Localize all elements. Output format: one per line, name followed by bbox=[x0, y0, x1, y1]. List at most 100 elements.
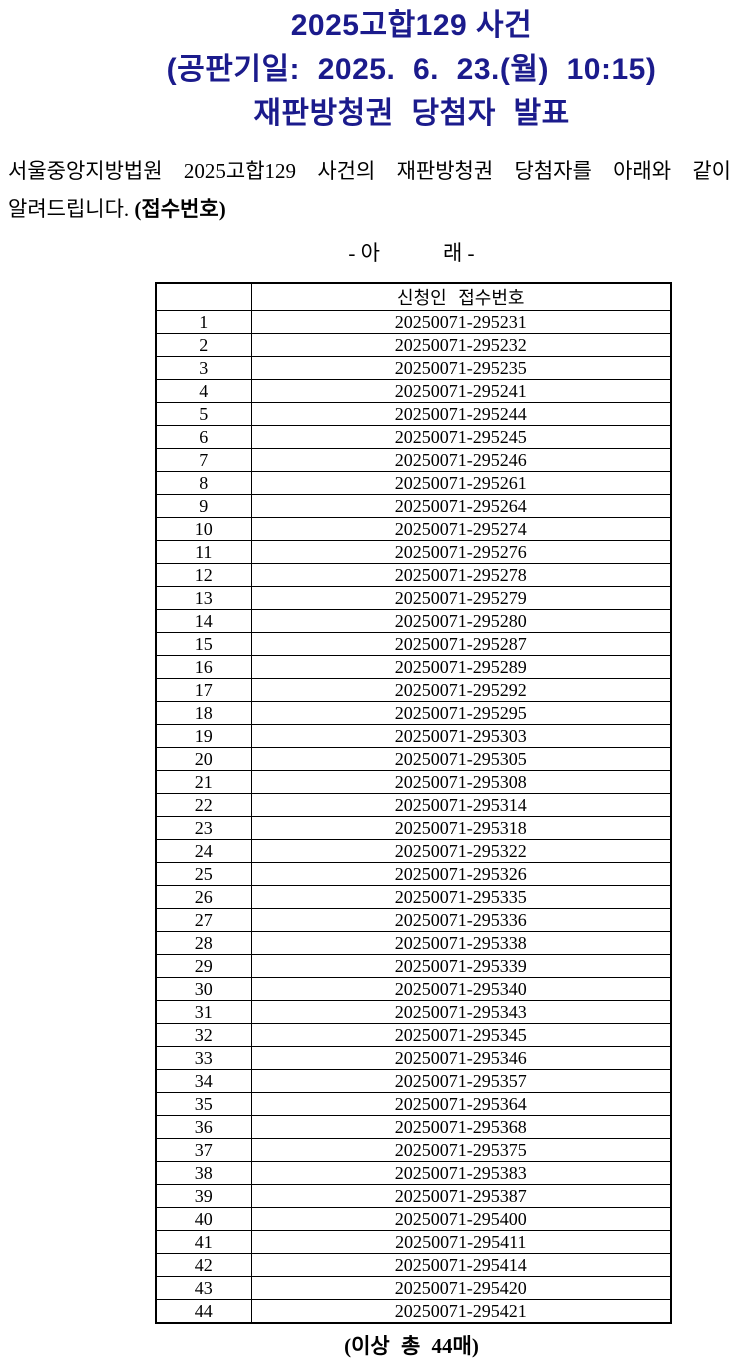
row-number: 24 bbox=[155, 839, 252, 863]
receipt-number: 20250071-295421 bbox=[250, 1299, 672, 1324]
receipt-number: 20250071-295346 bbox=[250, 1046, 672, 1070]
receipt-number: 20250071-295245 bbox=[250, 425, 672, 449]
receipt-number: 20250071-295264 bbox=[250, 494, 672, 518]
row-number: 30 bbox=[155, 977, 252, 1001]
table-row: 35 20250071-295364 bbox=[155, 1092, 672, 1116]
row-number: 17 bbox=[155, 678, 252, 702]
table-row: 8 20250071-295261 bbox=[155, 471, 672, 495]
row-number: 23 bbox=[155, 816, 252, 840]
row-number: 12 bbox=[155, 563, 252, 587]
receipt-number: 20250071-295345 bbox=[250, 1023, 672, 1047]
row-number: 4 bbox=[155, 379, 252, 403]
table-row: 11 20250071-295276 bbox=[155, 540, 672, 564]
below-divider: - 아 래 - bbox=[348, 241, 475, 265]
receipt-number: 20250071-295336 bbox=[250, 908, 672, 932]
receipt-number: 20250071-295241 bbox=[250, 379, 672, 403]
receipt-number: 20250071-295295 bbox=[250, 701, 672, 725]
receipt-number: 20250071-295280 bbox=[250, 609, 672, 633]
table-header-row: 신청인 접수번호 bbox=[155, 282, 672, 311]
table-row: 13 20250071-295279 bbox=[155, 586, 672, 610]
table-row: 27 20250071-295336 bbox=[155, 908, 672, 932]
row-number: 41 bbox=[155, 1230, 252, 1254]
table-row: 37 20250071-295375 bbox=[155, 1138, 672, 1162]
row-number: 22 bbox=[155, 793, 252, 817]
table-row: 5 20250071-295244 bbox=[155, 402, 672, 426]
receipt-number: 20250071-295357 bbox=[250, 1069, 672, 1093]
row-number: 25 bbox=[155, 862, 252, 886]
receipt-number: 20250071-295289 bbox=[250, 655, 672, 679]
table-row: 20 20250071-295305 bbox=[155, 747, 672, 771]
row-number: 16 bbox=[155, 655, 252, 679]
row-number: 38 bbox=[155, 1161, 252, 1185]
row-number: 21 bbox=[155, 770, 252, 794]
receipt-number: 20250071-295340 bbox=[250, 977, 672, 1001]
receipt-number: 20250071-295322 bbox=[250, 839, 672, 863]
receipt-number: 20250071-295246 bbox=[250, 448, 672, 472]
body-line-1: 서울중앙지방법원 2025고합129 사건의 재판방청권 당첨자를 아래와 같이 bbox=[8, 159, 731, 183]
row-number: 2 bbox=[155, 333, 252, 357]
row-number: 27 bbox=[155, 908, 252, 932]
receipt-number: 20250071-295318 bbox=[250, 816, 672, 840]
row-number: 44 bbox=[155, 1299, 252, 1324]
table-row: 21 20250071-295308 bbox=[155, 770, 672, 794]
row-number: 29 bbox=[155, 954, 252, 978]
receipt-number: 20250071-295235 bbox=[250, 356, 672, 380]
table-row: 28 20250071-295338 bbox=[155, 931, 672, 955]
row-number: 32 bbox=[155, 1023, 252, 1047]
table-row: 1 20250071-295231 bbox=[155, 310, 672, 334]
receipt-number: 20250071-295278 bbox=[250, 563, 672, 587]
header-cell-receipt: 신청인 접수번호 bbox=[250, 282, 672, 311]
row-number: 42 bbox=[155, 1253, 252, 1277]
receipt-number: 20250071-295420 bbox=[250, 1276, 672, 1300]
row-number: 40 bbox=[155, 1207, 252, 1231]
row-number: 43 bbox=[155, 1276, 252, 1300]
row-number: 6 bbox=[155, 425, 252, 449]
footer-total-count: (이상 총 44매) bbox=[344, 1334, 479, 1358]
receipt-number: 20250071-295335 bbox=[250, 885, 672, 909]
receipt-number: 20250071-295400 bbox=[250, 1207, 672, 1231]
receipt-number: 20250071-295411 bbox=[250, 1230, 672, 1254]
table-row: 30 20250071-295340 bbox=[155, 977, 672, 1001]
receipt-number: 20250071-295368 bbox=[250, 1115, 672, 1139]
table-row: 34 20250071-295357 bbox=[155, 1069, 672, 1093]
receipt-number: 20250071-295338 bbox=[250, 931, 672, 955]
table-row: 7 20250071-295246 bbox=[155, 448, 672, 472]
table-row: 10 20250071-295274 bbox=[155, 517, 672, 541]
receipt-number: 20250071-295314 bbox=[250, 793, 672, 817]
row-number: 33 bbox=[155, 1046, 252, 1070]
table-row: 18 20250071-295295 bbox=[155, 701, 672, 725]
table-row: 42 20250071-295414 bbox=[155, 1253, 672, 1277]
table-row: 14 20250071-295280 bbox=[155, 609, 672, 633]
row-number: 37 bbox=[155, 1138, 252, 1162]
receipt-number: 20250071-295364 bbox=[250, 1092, 672, 1116]
row-number: 18 bbox=[155, 701, 252, 725]
row-number: 19 bbox=[155, 724, 252, 748]
table-row: 6 20250071-295245 bbox=[155, 425, 672, 449]
row-number: 36 bbox=[155, 1115, 252, 1139]
row-number: 15 bbox=[155, 632, 252, 656]
receipt-number: 20250071-295308 bbox=[250, 770, 672, 794]
receipt-number: 20250071-295244 bbox=[250, 402, 672, 426]
receipt-number: 20250071-295276 bbox=[250, 540, 672, 564]
table-row: 26 20250071-295335 bbox=[155, 885, 672, 909]
row-number: 10 bbox=[155, 517, 252, 541]
table-row: 39 20250071-295387 bbox=[155, 1184, 672, 1208]
body-line-2-text: 알려드립니다. bbox=[8, 197, 135, 221]
title-trial-date: (공판기일: 2025. 6. 23.(월) 10:15) bbox=[166, 53, 657, 86]
table-row: 29 20250071-295339 bbox=[155, 954, 672, 978]
receipt-number: 20250071-295279 bbox=[250, 586, 672, 610]
table-row: 43 20250071-295420 bbox=[155, 1276, 672, 1300]
receipt-number: 20250071-295375 bbox=[250, 1138, 672, 1162]
row-number: 20 bbox=[155, 747, 252, 771]
row-number: 1 bbox=[155, 310, 252, 334]
receipt-number: 20250071-295343 bbox=[250, 1000, 672, 1024]
receipt-number: 20250071-295232 bbox=[250, 333, 672, 357]
receipt-number: 20250071-295231 bbox=[250, 310, 672, 334]
table-row: 15 20250071-295287 bbox=[155, 632, 672, 656]
row-number: 8 bbox=[155, 471, 252, 495]
table-row: 16 20250071-295289 bbox=[155, 655, 672, 679]
table-row: 38 20250071-295383 bbox=[155, 1161, 672, 1185]
row-number: 9 bbox=[155, 494, 252, 518]
row-number: 7 bbox=[155, 448, 252, 472]
receipt-number-label: (접수번호) bbox=[134, 197, 226, 221]
